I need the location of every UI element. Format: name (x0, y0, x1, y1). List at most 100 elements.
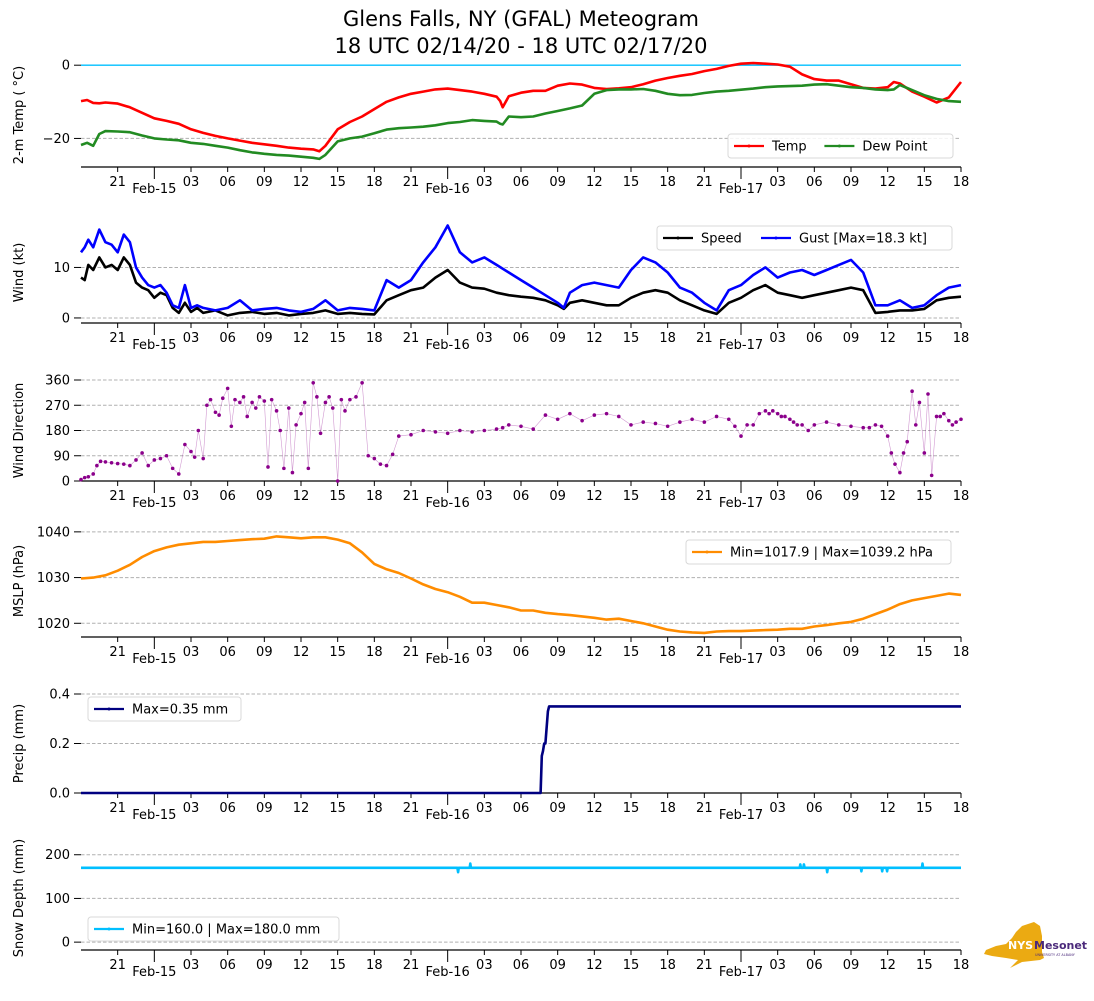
x-tick-label: 18 (659, 801, 676, 816)
x-tick-label: 03 (476, 175, 493, 190)
wind-direction-point (678, 420, 682, 424)
wind-direction-point (926, 392, 930, 396)
wind-direction-point (791, 420, 796, 424)
x-tick-label: 03 (183, 331, 200, 346)
x-date-label: Feb-15 (132, 182, 176, 197)
wind-direction-point (458, 428, 462, 433)
x-tick-label: 12 (293, 958, 310, 973)
wind-direction-point (158, 456, 163, 461)
x-tick-label: 21 (109, 801, 126, 816)
x-date-label: Feb-17 (719, 338, 763, 353)
wind-direction-point (253, 406, 258, 410)
wind-direction-point (348, 397, 352, 402)
wind-direction-point (739, 434, 743, 438)
wind-direction-point (745, 423, 749, 427)
x-tick-label: 15 (916, 175, 933, 190)
y-axis-label: 2-m Temp ( °C) (12, 66, 27, 164)
legend-label: Min=1017.9 | Max=1039.2 hPa (730, 546, 933, 561)
x-tick-label: 03 (183, 175, 200, 190)
y-tick-label: 360 (45, 374, 70, 389)
x-date-label: Feb-15 (132, 808, 176, 823)
x-tick-label: 06 (806, 331, 823, 346)
series-line-dew-point (80, 82, 962, 161)
x-tick-label: 21 (403, 331, 420, 346)
y-tick-label: 10 (53, 261, 70, 276)
chart-title-line2: 18 UTC 02/14/20 - 18 UTC 02/17/20 (334, 34, 708, 58)
x-date-label: Feb-15 (132, 652, 176, 667)
x-tick-label: 21 (109, 645, 126, 660)
x-tick-label: 03 (769, 489, 786, 504)
x-tick-label: 09 (549, 958, 566, 973)
chart-title-line1: Glens Falls, NY (GFAL) Meteogram (342, 7, 700, 31)
x-tick-label: 18 (366, 175, 383, 190)
x-tick-label: 15 (916, 489, 933, 504)
x-tick-label: 03 (769, 958, 786, 973)
x-tick-label: 09 (843, 175, 860, 190)
wind-direction-point (714, 414, 719, 419)
wind-direction-point (299, 411, 303, 416)
x-date-label: Feb-17 (719, 652, 763, 667)
x-tick-label: 15 (623, 331, 640, 346)
wind-direction-point (189, 449, 193, 454)
y-tick-label: 0.4 (49, 688, 70, 703)
wind-direction-point (665, 424, 670, 429)
wind-direction-point (946, 418, 951, 423)
wind-direction-point (205, 403, 209, 408)
x-date-label: Feb-17 (719, 808, 763, 823)
y-tick-label: 200 (45, 848, 70, 863)
wind-direction-point (800, 423, 804, 427)
y-tick-label: 100 (45, 892, 70, 907)
x-tick-label: 06 (219, 645, 236, 660)
wind-direction-point (555, 417, 560, 422)
y-tick-label: 0 (62, 936, 70, 951)
x-tick-label: 09 (843, 801, 860, 816)
x-tick-label: 12 (879, 331, 896, 346)
x-tick-label: 12 (879, 958, 896, 973)
x-tick-label: 12 (879, 489, 896, 504)
wind-direction-point (134, 458, 138, 462)
x-tick-label: 06 (219, 175, 236, 190)
wind-direction-point (282, 466, 286, 471)
y-axis-label: Wind (kt) (12, 243, 27, 303)
panel-wind: 0 10 Wind (kt) 21 03 06 09 12 15 18 21 03 06 09 12 15 18… (12, 224, 969, 353)
wind-direction-point (889, 451, 894, 455)
wind-direction-point (885, 434, 890, 438)
x-tick-label: 18 (659, 331, 676, 346)
x-tick-label: 06 (513, 331, 530, 346)
wind-direction-point (372, 456, 377, 461)
series-line-speed (80, 256, 962, 317)
x-date-label: Feb-17 (719, 496, 763, 511)
wind-direction-point (318, 431, 323, 436)
x-date-label: Feb-15 (132, 965, 176, 980)
wind-direction-point (913, 423, 918, 427)
wind-direction-point (861, 425, 866, 430)
x-tick-label: 15 (329, 489, 346, 504)
wind-direction-point (95, 463, 99, 468)
y-tick-label: 0.2 (49, 737, 70, 752)
x-tick-label: 18 (659, 489, 676, 504)
x-tick-label: 21 (109, 958, 126, 973)
x-tick-label: 18 (659, 645, 676, 660)
wind-direction-point (109, 460, 114, 465)
x-tick-label: 03 (769, 801, 786, 816)
x-tick-label: 12 (293, 801, 310, 816)
x-tick-label: 12 (879, 175, 896, 190)
x-date-label: Feb-15 (132, 496, 176, 511)
legend-box (87, 916, 340, 942)
x-tick-label: 09 (549, 645, 566, 660)
x-tick-label: 12 (586, 645, 603, 660)
x-tick-label: 12 (879, 645, 896, 660)
legend-marker (747, 144, 751, 148)
wind-direction-point (103, 460, 108, 464)
wind-direction-point (176, 472, 181, 476)
wind-direction-point (767, 411, 771, 416)
wind-direction-point (942, 411, 946, 416)
x-tick-label: 21 (696, 489, 713, 504)
wind-direction-point (86, 474, 91, 479)
wind-direction-point (140, 451, 144, 455)
legend-temp: Temp Dew Point (727, 133, 954, 159)
x-tick-label: 18 (366, 645, 383, 660)
x-tick-label: 06 (806, 489, 823, 504)
wind-direction-point (335, 479, 340, 483)
